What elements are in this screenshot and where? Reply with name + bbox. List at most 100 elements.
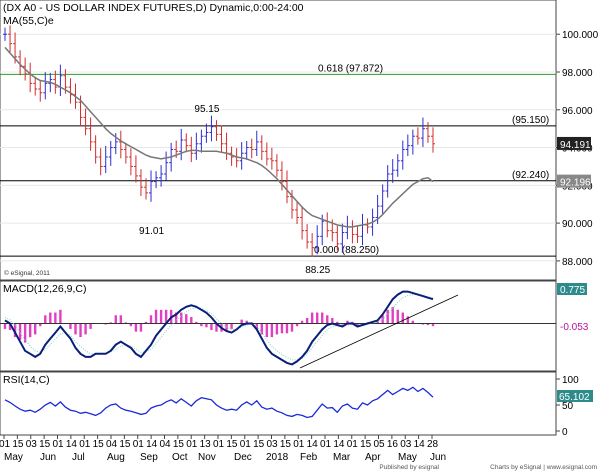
rsi-axis-label: 100 xyxy=(562,375,579,386)
price-bar xyxy=(194,132,199,160)
x-axis-month-label: 2018 xyxy=(266,452,289,463)
macd-signal-line xyxy=(4,294,434,361)
macd-title: MACD(12,26,9,C) xyxy=(3,283,86,295)
price-bar xyxy=(300,206,305,240)
x-axis-day-label: 04 xyxy=(106,439,118,450)
price-bar xyxy=(3,27,7,41)
price-bar xyxy=(219,125,224,153)
x-axis-day-label: 01 xyxy=(186,439,198,450)
x-axis-day-label: 15 xyxy=(173,439,185,450)
rsi-last-value-box: 65.102 xyxy=(557,390,593,403)
price-annotations: 95.15 91.01 88.25 xyxy=(139,104,331,276)
price-bar xyxy=(274,154,279,177)
price-bar xyxy=(305,224,310,249)
credits-right: Charts by eSignal | www.esignal.com xyxy=(490,464,597,471)
price-axis-label: 96.000 xyxy=(562,106,593,117)
watermark: © eSignal, 2011 xyxy=(4,269,50,277)
x-axis-day-label: 03 xyxy=(400,439,412,450)
x-axis-day-label: 15 xyxy=(12,439,24,450)
price-bar xyxy=(149,170,154,202)
price-bar xyxy=(395,154,400,177)
x-axis-day-label: 15 xyxy=(119,439,131,450)
ma-line xyxy=(4,46,434,228)
fibonacci-lines: 0.618 (97.872) (95.150) (92.240) 0.000 (88.… xyxy=(0,63,556,257)
price-bar xyxy=(88,117,93,151)
x-axis-day-label: 03 xyxy=(26,439,38,450)
price-bar xyxy=(279,161,284,191)
price-bar xyxy=(269,147,274,170)
last-price-bg xyxy=(557,136,591,150)
x-axis-day-label: 04 xyxy=(160,439,172,450)
x-axis-day-label: 01 xyxy=(240,439,252,450)
price-bar xyxy=(310,233,315,257)
ma-last-bg xyxy=(557,174,591,188)
price-bar xyxy=(380,184,385,215)
x-axis-day-label: 05 xyxy=(374,439,386,450)
price-bar xyxy=(154,171,159,189)
rsi-axis-ticks: 100 50 0 xyxy=(556,375,579,438)
x-axis-day-label: 03 xyxy=(267,439,279,450)
price-bars xyxy=(3,25,435,257)
x-axis-day-label: 14 xyxy=(146,439,158,450)
x-axis-day-label: 01 xyxy=(133,439,145,450)
x-axis: 01 15 03 15 01 14 01 15 04 15 01 14 04 15 01 13 01 15 01 15… xyxy=(0,435,446,463)
rsi-axis-label: 0 xyxy=(562,427,568,438)
price-bar xyxy=(83,108,88,136)
price-annotation: 88.25 xyxy=(305,265,330,276)
x-axis-day-label: 01 xyxy=(53,439,65,450)
price-bar xyxy=(204,123,209,143)
price-bar xyxy=(390,159,395,183)
x-axis-month-label: Jul xyxy=(72,452,85,463)
x-axis-day-label: 14 xyxy=(414,439,426,450)
price-bar xyxy=(239,142,244,170)
price-bar xyxy=(425,122,430,143)
price-bar xyxy=(108,140,113,166)
price-axis-label: 88.000 xyxy=(562,257,593,268)
price-bar xyxy=(249,138,254,159)
price-bar xyxy=(405,134,410,157)
x-axis-day-label: 15 xyxy=(360,439,372,450)
fib-label: 0.000 (88.250) xyxy=(314,245,379,256)
price-panel xyxy=(0,0,557,281)
price-bar xyxy=(340,223,345,253)
last-price-box: 94.191 xyxy=(557,136,591,151)
x-axis-month-label: Sep xyxy=(140,452,158,463)
price-bar xyxy=(38,80,43,102)
x-axis-month-label: Jun xyxy=(40,452,56,463)
last-price-label: 94.191 xyxy=(560,140,591,151)
macd-last-value-box: 0.775 xyxy=(557,283,587,296)
price-bar xyxy=(355,225,360,243)
price-bar xyxy=(159,165,164,187)
price-bar xyxy=(254,130,259,157)
price-bar xyxy=(53,70,58,94)
x-axis-day-label: 15 xyxy=(93,439,105,450)
price-bar xyxy=(103,145,108,174)
price-bar xyxy=(209,115,214,142)
price-bar xyxy=(259,135,264,161)
price-bar xyxy=(284,170,289,204)
ma-last-label: 92.196 xyxy=(560,178,591,189)
x-axis-day-label: 15 xyxy=(226,439,238,450)
price-annotation: 91.01 xyxy=(139,226,164,237)
price-axis-label: 98.000 xyxy=(562,68,593,79)
x-axis-day-label: 01 xyxy=(347,439,359,450)
x-axis-month-label: Feb xyxy=(300,452,318,463)
price-bar xyxy=(264,142,269,166)
macd-line xyxy=(4,290,434,366)
rsi-title: RSI(14,C) xyxy=(3,374,50,386)
x-axis-month-label: May xyxy=(398,452,417,463)
ma-label: MA(55,C)e xyxy=(3,15,54,27)
macd-last-value: 0.775 xyxy=(560,285,585,296)
price-axis-label: 90.000 xyxy=(562,219,593,230)
price-bar xyxy=(229,146,234,166)
macd-hist-last-value: -0.053 xyxy=(560,322,589,333)
fib-label: (95.150) xyxy=(512,115,549,126)
price-bar xyxy=(400,140,405,170)
x-axis-month-label: Oct xyxy=(172,452,188,463)
price-bar xyxy=(295,201,300,225)
price-bar xyxy=(199,129,204,153)
price-bar xyxy=(8,25,13,53)
x-axis-day-label: 14 xyxy=(333,439,345,450)
price-bar xyxy=(98,148,103,176)
x-axis-day-label: 14 xyxy=(307,439,319,450)
